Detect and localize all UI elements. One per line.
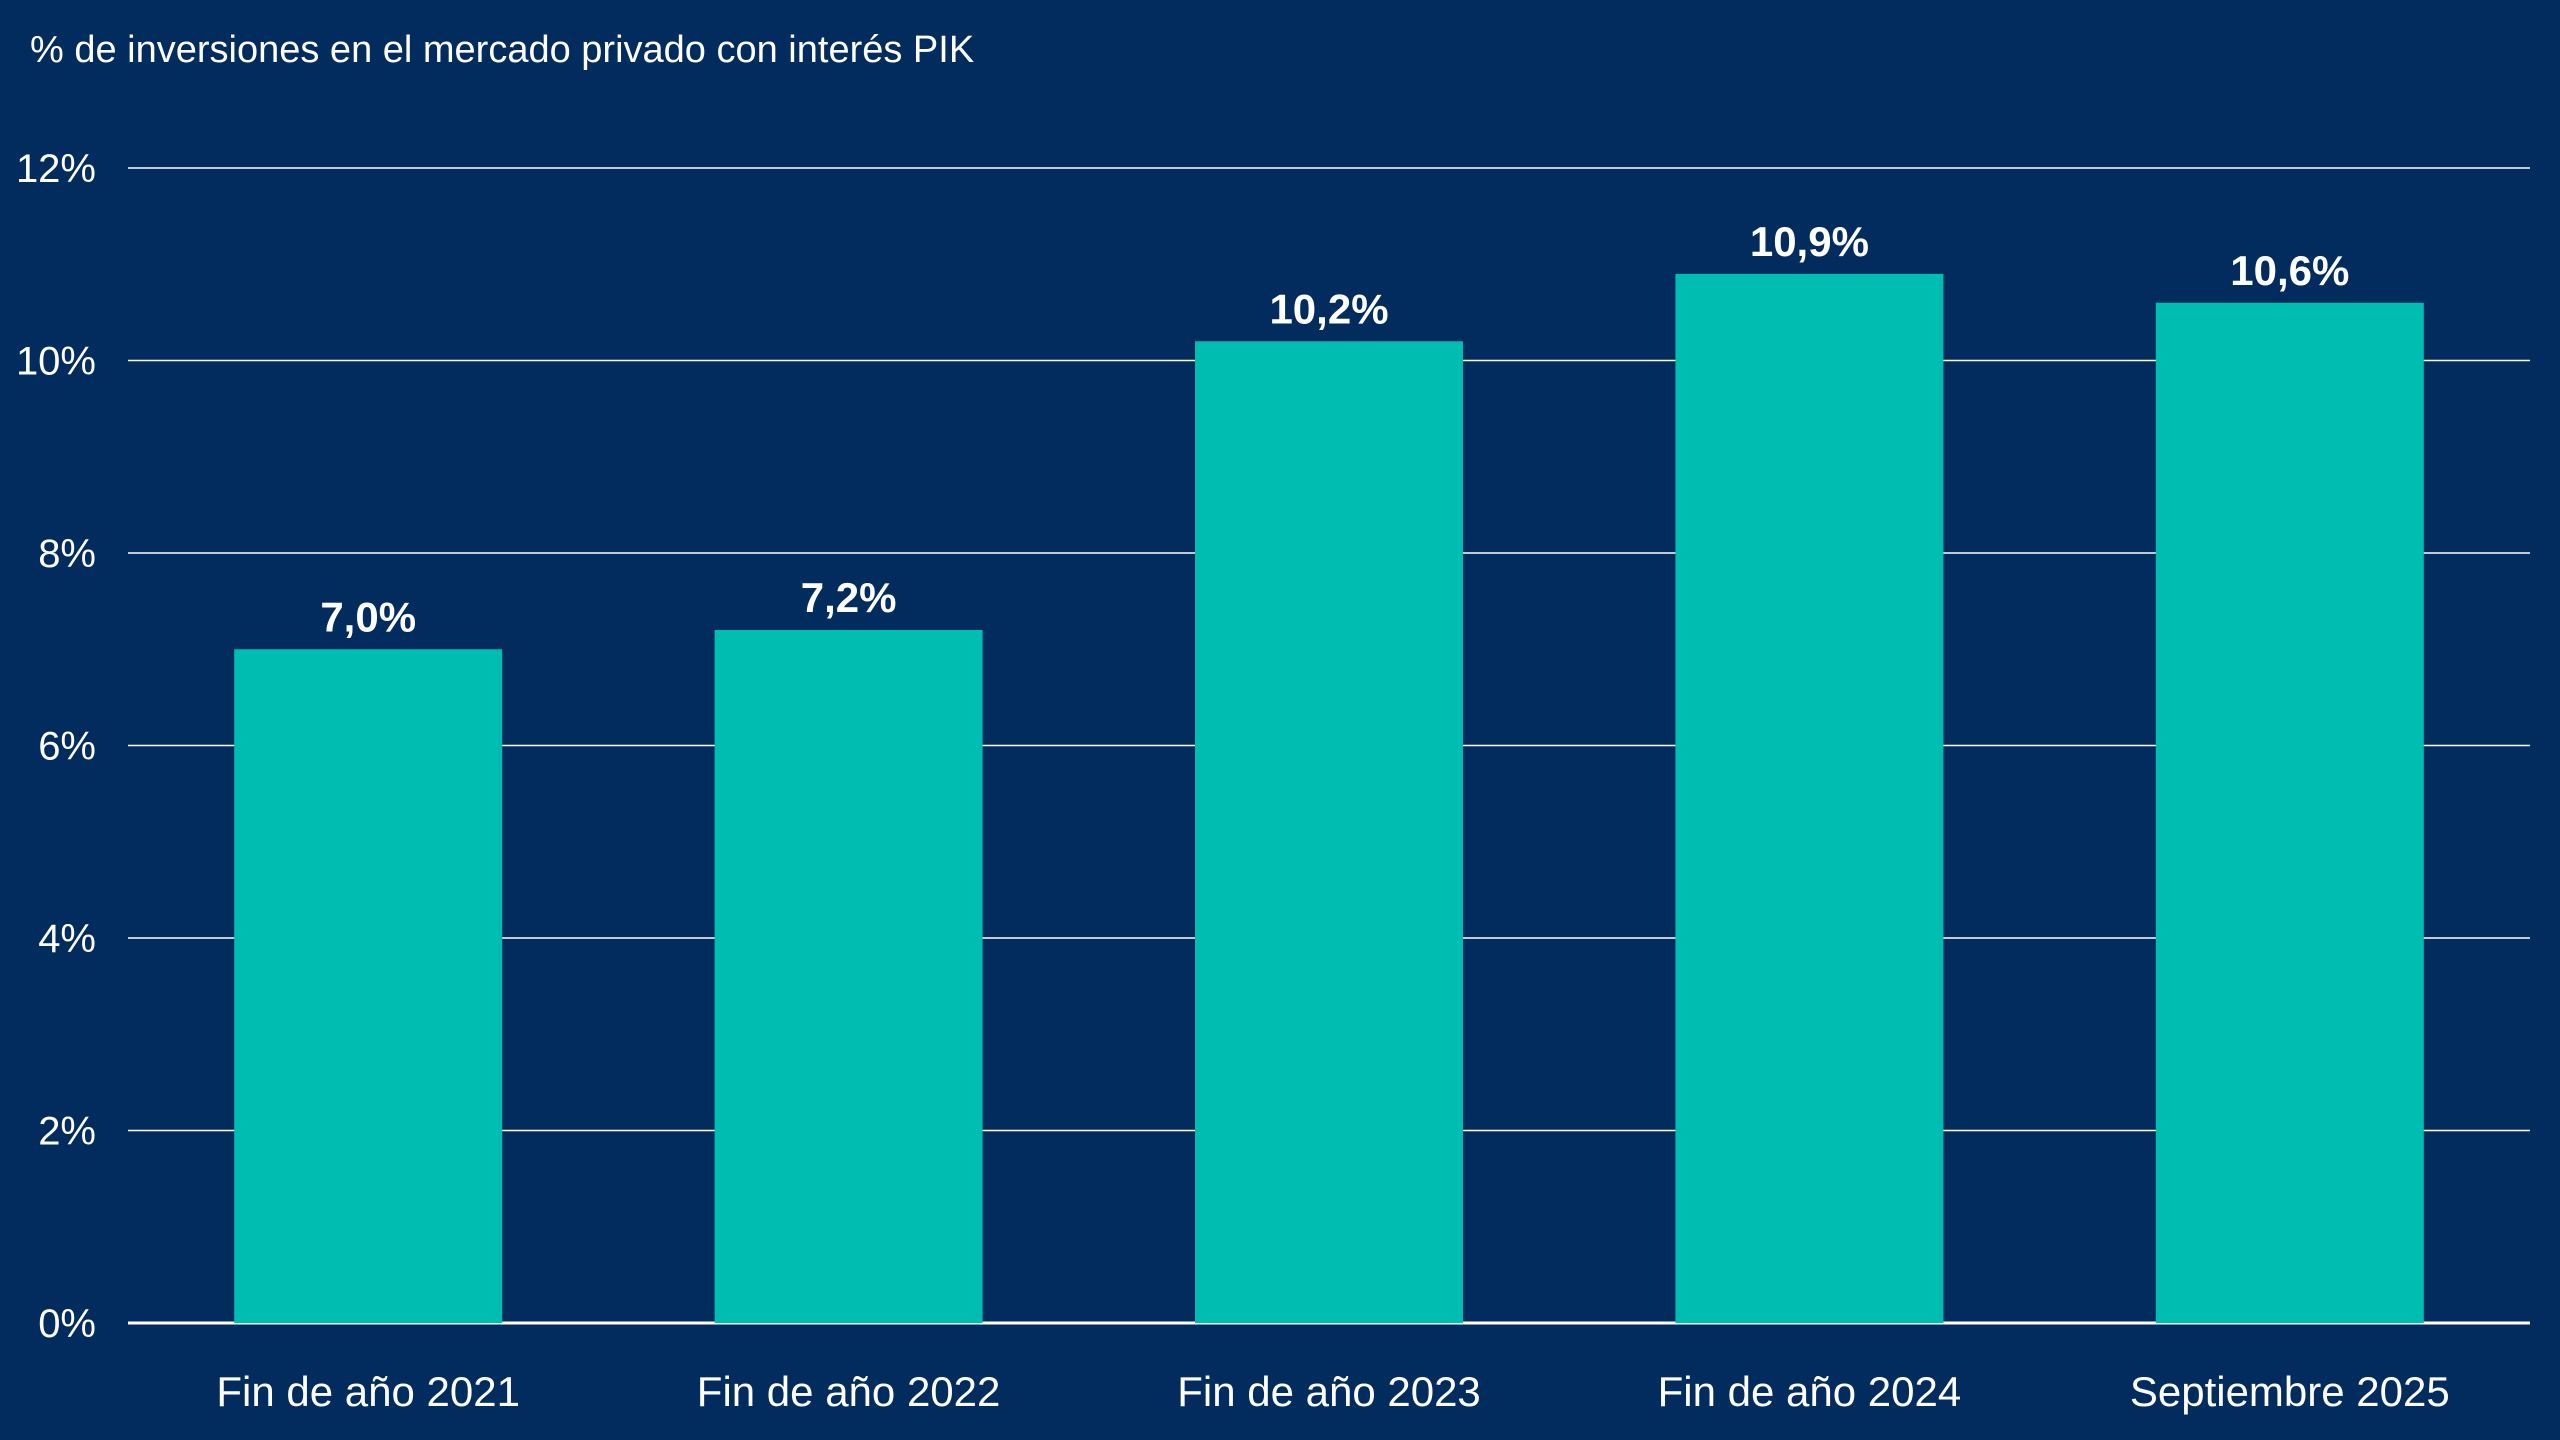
y-tick-label: 6% bbox=[38, 725, 96, 769]
x-category-label: Fin de año 2021 bbox=[216, 1368, 520, 1415]
y-axis-ticks: 0% 2% 4% 6% 8% 10% 12% bbox=[16, 147, 96, 1346]
bars bbox=[234, 273, 2424, 1323]
bar bbox=[1675, 273, 1944, 1323]
value-labels: 7,0% 7,2% 10,2% 10,9% 10,6% bbox=[320, 218, 2349, 640]
bar bbox=[1195, 341, 1463, 1323]
y-tick-label: 4% bbox=[38, 917, 96, 961]
y-axis-label: % de inversiones en el mercado privado c… bbox=[30, 29, 974, 71]
bar bbox=[714, 630, 983, 1323]
x-category-label: Fin de año 2022 bbox=[697, 1368, 1001, 1415]
bar-value-label: 10,6% bbox=[2230, 247, 2349, 294]
x-category-label: Fin de año 2023 bbox=[1177, 1368, 1481, 1415]
y-tick-label: 10% bbox=[16, 340, 96, 384]
bar bbox=[2155, 302, 2424, 1323]
y-tick-label: 8% bbox=[38, 532, 96, 576]
bar-value-label: 10,9% bbox=[1750, 218, 1869, 265]
bar-value-label: 7,2% bbox=[801, 574, 897, 621]
y-tick-label: 12% bbox=[16, 147, 96, 191]
y-tick-label: 2% bbox=[38, 1110, 96, 1154]
y-tick-label: 0% bbox=[38, 1302, 96, 1346]
bar-value-label: 7,0% bbox=[320, 593, 416, 640]
x-axis-categories: Fin de año 2021 Fin de año 2022 Fin de año… bbox=[216, 1368, 2449, 1415]
x-category-label: Septiembre 2025 bbox=[2130, 1368, 2450, 1415]
bar-value-label: 10,2% bbox=[1269, 285, 1388, 332]
x-category-label: Fin de año 2024 bbox=[1658, 1368, 1962, 1415]
bar bbox=[234, 649, 503, 1323]
